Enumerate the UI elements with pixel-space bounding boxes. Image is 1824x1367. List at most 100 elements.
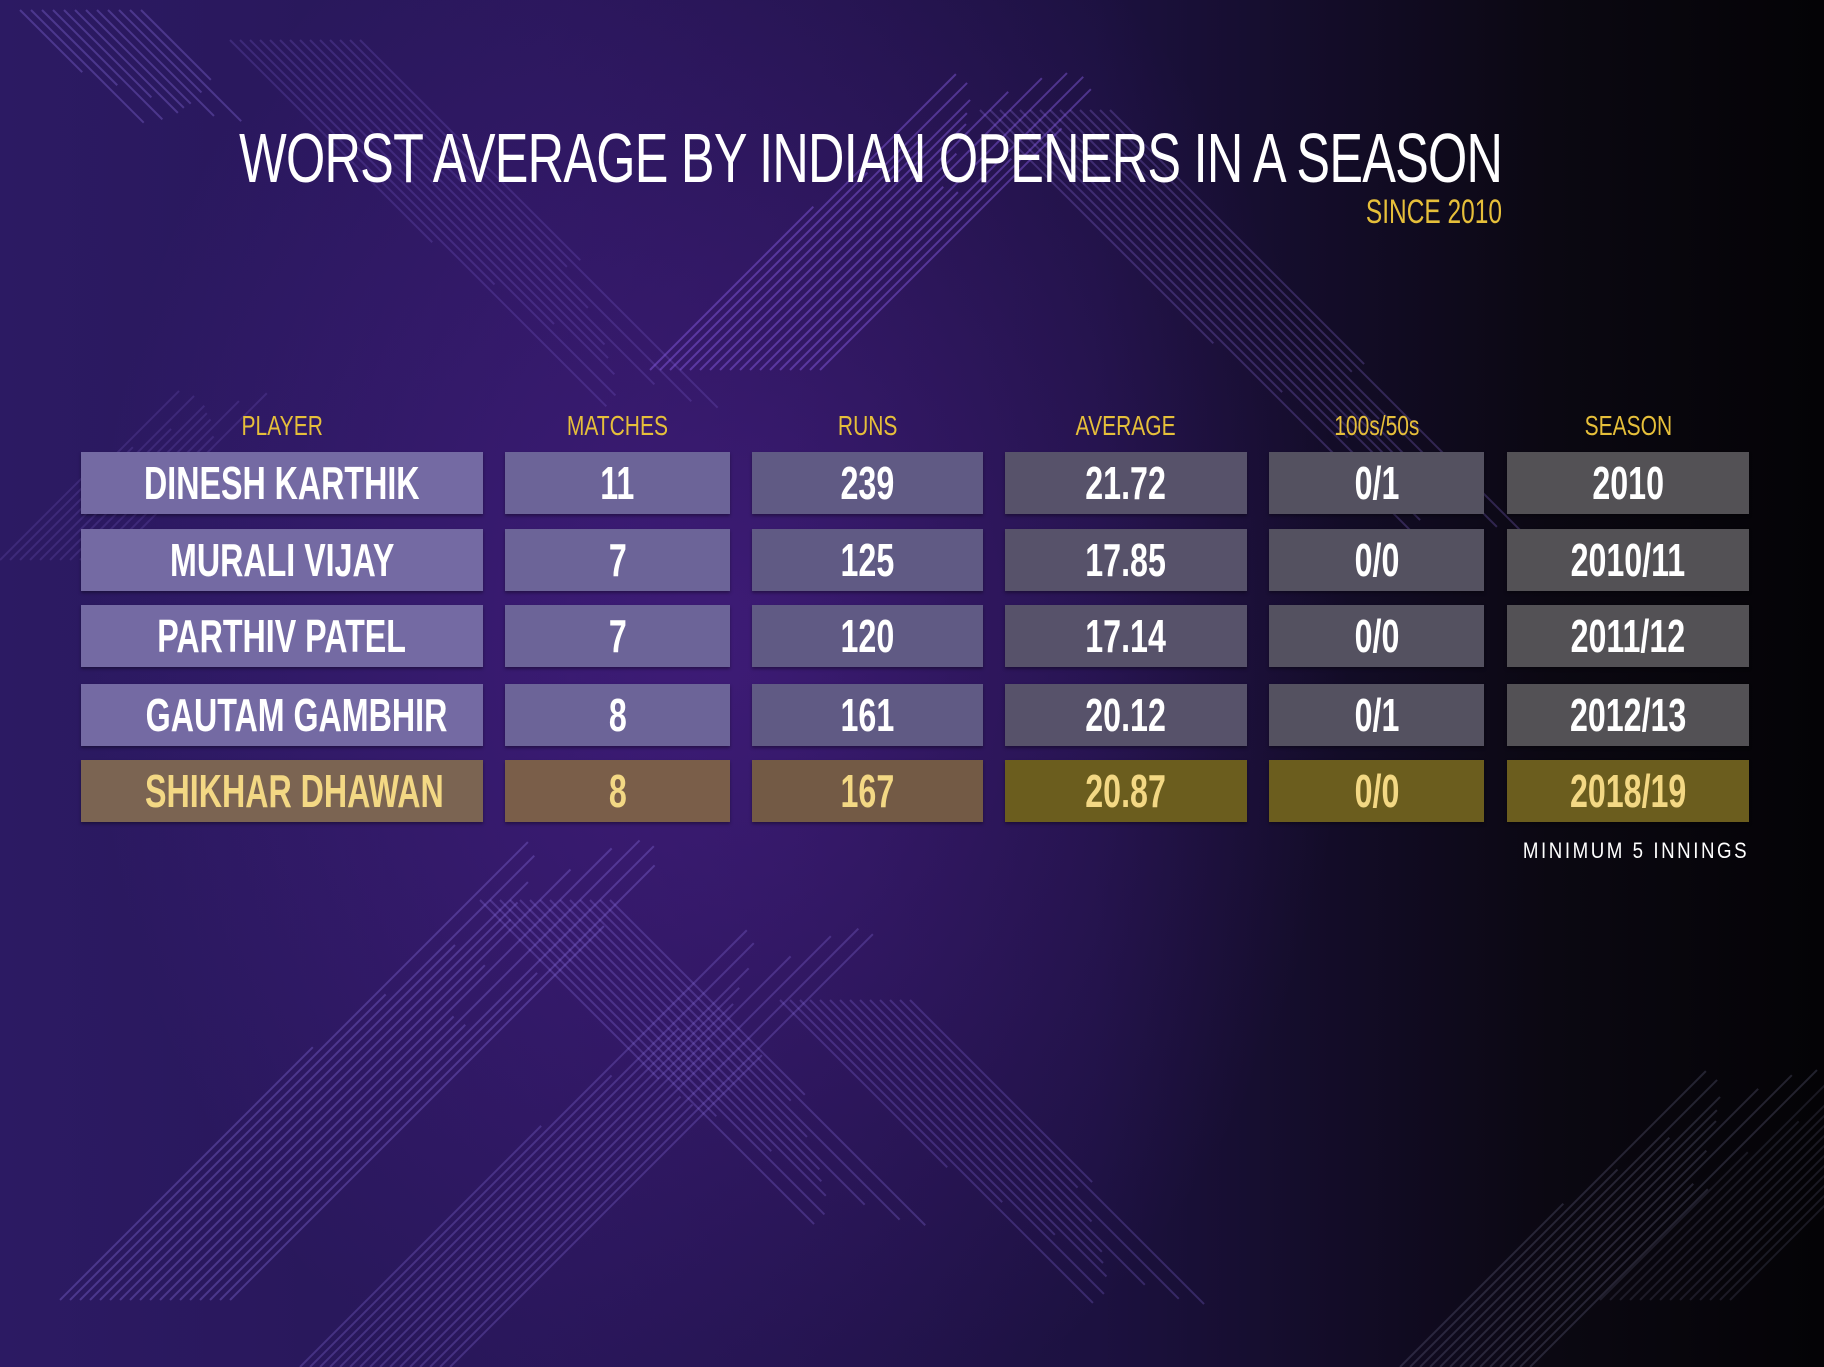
background-stripe	[1039, 109, 1408, 478]
chart-subtitle: SINCE 2010	[1365, 193, 1502, 231]
background-stripe	[1609, 1084, 1824, 1301]
background-stripe	[89, 855, 535, 1301]
background-stripe	[209, 972, 538, 1301]
background-stripe	[729, 91, 1009, 371]
table-cell-average: 20.87	[1005, 760, 1247, 822]
background-stripe	[699, 99, 971, 371]
background-stripe	[109, 881, 529, 1301]
background-stripe	[599, 899, 926, 1226]
background-stripe	[439, 933, 874, 1367]
column-header-matches: MATCHES	[505, 408, 730, 444]
background-stripe	[479, 899, 660, 1080]
table-cell-value: 7	[608, 610, 627, 662]
background-stripe	[139, 868, 572, 1301]
background-stripe	[1489, 1149, 1708, 1367]
background-stripe	[799, 999, 1003, 1203]
background-stripe	[979, 109, 1215, 345]
background-stripe	[1449, 1096, 1721, 1367]
background-stripe	[589, 899, 792, 1102]
background-stripe	[739, 152, 958, 371]
background-stripe	[249, 39, 496, 286]
background-stripe	[1719, 1194, 1824, 1301]
background-stripe	[169, 1015, 455, 1301]
background-stripe	[899, 999, 1205, 1305]
background-stripe	[79, 993, 387, 1301]
background-stripe	[319, 39, 589, 309]
background-stripe	[349, 967, 750, 1367]
table-cell-matches: 7	[505, 529, 730, 591]
background-stripe	[1729, 1204, 1824, 1301]
background-stripe	[1619, 1120, 1800, 1301]
background-stripe	[839, 999, 1104, 1264]
table-cell-value: 20.87	[1085, 765, 1167, 817]
table-cell-runs: 161	[752, 684, 983, 746]
background-stripe	[1469, 1120, 1717, 1367]
column-header-label: RUNS	[837, 410, 898, 441]
background-stripe	[1109, 109, 1365, 365]
table-cell-value: 21.72	[1085, 457, 1167, 509]
column-header-label: AVERAGE	[1076, 410, 1176, 441]
table-cell-player: GAUTAM GAMBHIR	[81, 684, 483, 746]
table-cell-player: SHIKHAR DHAWAN	[81, 760, 483, 822]
table-cell-value: 2010/11	[1570, 534, 1686, 586]
table-cell-player: PARTHIV PATEL	[81, 605, 483, 667]
table-cell-player: MURALI VIJAY	[81, 529, 483, 591]
background-stripe	[239, 39, 608, 408]
background-stripe	[59, 1046, 314, 1301]
table-cell-value: 11	[600, 457, 635, 509]
table-cell-value: 239	[840, 457, 895, 509]
background-stripe	[359, 987, 740, 1367]
background-stripe	[329, 942, 755, 1367]
background-stripe	[779, 999, 948, 1168]
background-stripe	[199, 845, 655, 1301]
table-cell-value: 161	[840, 689, 895, 741]
background-stripe	[1069, 109, 1380, 420]
table-cell-value: PARTHIV PATEL	[157, 610, 407, 662]
table-cell-runs: 167	[752, 760, 983, 822]
table-cell-season: 2011/12	[1507, 605, 1749, 667]
background-stripe	[309, 929, 748, 1367]
table-cell-value: 2010	[1592, 457, 1664, 509]
background-stripe	[339, 39, 568, 268]
table-cell-value: 20.12	[1085, 689, 1167, 741]
background-stripe	[869, 999, 1093, 1223]
table-cell-value: 17.85	[1085, 534, 1167, 586]
column-header-label: SEASON	[1584, 410, 1672, 441]
background-stripe	[1059, 109, 1459, 509]
background-stripe	[819, 127, 1063, 371]
background-stripe	[1089, 109, 1353, 373]
background-stripe	[229, 39, 433, 243]
background-stripe	[809, 88, 1092, 371]
table-cell-value: 167	[840, 765, 895, 817]
chart-title: WORST AVERAGE BY INDIAN OPENERS IN A SEA…	[238, 119, 1503, 197]
background-stripe	[359, 39, 581, 261]
background-stripe	[779, 191, 959, 371]
table-cell-runs: 120	[752, 605, 983, 667]
background-stripe	[1509, 1183, 1694, 1367]
background-stripe	[107, 9, 215, 117]
table-cell-value: SHIKHAR DHAWAN	[145, 765, 444, 817]
table-cell-season: 2012/13	[1507, 684, 1749, 746]
background-stripe	[149, 964, 486, 1301]
background-stripe	[159, 847, 613, 1301]
table-cell-average: 17.85	[1005, 529, 1247, 591]
table-cell-value: MURALI VIJAY	[169, 534, 395, 586]
background-stripe	[74, 9, 179, 114]
background-stripe	[529, 899, 827, 1197]
table-cell-matches: 8	[505, 760, 730, 822]
background-stripe	[1709, 1184, 1824, 1301]
background-stripe	[789, 999, 1094, 1304]
table-cell-value: 17.14	[1085, 610, 1167, 662]
background-stripe	[1689, 1164, 1824, 1301]
table-cell-matches: 8	[505, 684, 730, 746]
background-stripe	[52, 9, 164, 121]
table-cell-value: 125	[840, 534, 895, 586]
table-cell-season: 2018/19	[1507, 760, 1749, 822]
background-stripe	[559, 899, 866, 1206]
background-stripe	[69, 841, 529, 1301]
background-stripe	[41, 9, 118, 86]
background-stripe	[1499, 1074, 1793, 1367]
column-header-season: SEASON	[1507, 408, 1749, 444]
table-cell-value: GAUTAM GAMBHIR	[145, 689, 448, 741]
table-cell-value: 0/0	[1354, 610, 1399, 662]
